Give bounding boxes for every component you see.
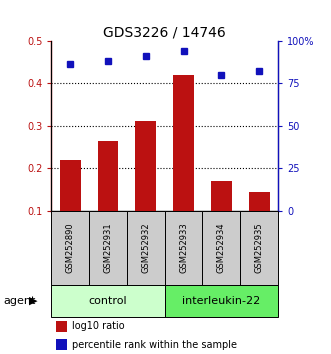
Bar xyxy=(173,75,194,211)
Bar xyxy=(240,211,278,285)
Text: control: control xyxy=(89,296,127,306)
Bar xyxy=(165,211,203,285)
Text: GSM252935: GSM252935 xyxy=(255,222,264,273)
Bar xyxy=(165,285,278,317)
Bar xyxy=(89,211,127,285)
Bar xyxy=(127,211,165,285)
Text: GSM252931: GSM252931 xyxy=(104,222,113,273)
Bar xyxy=(98,141,118,211)
Bar xyxy=(51,211,89,285)
Bar xyxy=(51,285,165,317)
Text: log10 ratio: log10 ratio xyxy=(72,321,124,331)
Text: percentile rank within the sample: percentile rank within the sample xyxy=(72,340,237,350)
Text: interleukin-22: interleukin-22 xyxy=(182,296,260,306)
Bar xyxy=(56,339,67,350)
Text: agent: agent xyxy=(3,296,36,306)
Bar xyxy=(60,160,80,211)
Title: GDS3226 / 14746: GDS3226 / 14746 xyxy=(103,25,226,40)
Text: GSM252890: GSM252890 xyxy=(66,222,75,273)
Bar xyxy=(211,181,232,211)
Text: GSM252933: GSM252933 xyxy=(179,222,188,273)
Bar xyxy=(56,321,67,332)
Bar xyxy=(249,192,269,211)
Text: GSM252932: GSM252932 xyxy=(141,222,150,273)
Bar xyxy=(203,211,240,285)
Text: GSM252934: GSM252934 xyxy=(217,222,226,273)
Text: ▶: ▶ xyxy=(29,296,37,306)
Bar xyxy=(135,121,156,211)
